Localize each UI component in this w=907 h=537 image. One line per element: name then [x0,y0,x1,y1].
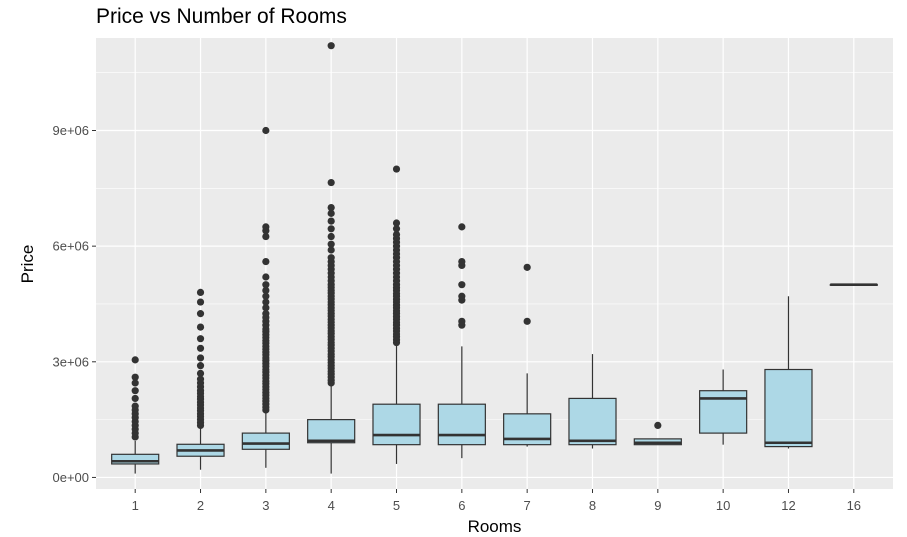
outlier-point [262,273,270,281]
outlier-point [262,281,270,289]
x-tick-label: 8 [589,498,596,513]
outlier-point [327,42,335,50]
outlier-point [196,369,205,377]
outlier-point [327,204,335,212]
x-tick-label: 9 [654,498,661,513]
box-1 [111,440,160,474]
y-tick-label: 3e+06 [52,354,89,369]
box-3 [241,411,290,468]
outlier-point [196,354,205,362]
outlier-point [262,257,270,266]
outlier-point [131,373,139,381]
box-10 [699,369,748,445]
box-iqr [764,368,813,448]
box-7 [503,373,552,447]
plot-panel [96,38,893,489]
outlier-point [131,394,139,403]
y-tick-label: 9e+06 [52,123,89,138]
x-tick-label: 3 [262,498,269,513]
outlier-point [262,310,270,318]
box-5 [372,344,421,464]
outlier-point [327,217,335,225]
box-iqr [437,403,486,446]
outlier-point [392,165,401,173]
y-tick-label: 6e+06 [52,239,89,254]
outlier-point [131,356,139,364]
box-12 [764,296,813,449]
x-tick-label: 5 [393,498,400,513]
box-6 [437,346,486,459]
x-tick-label: 7 [524,498,531,513]
outlier-point [196,375,205,383]
outlier-point [262,223,270,231]
outlier-point [196,362,205,370]
box-iqr [111,453,160,465]
x-tick-label: 2 [197,498,204,513]
box-16 [829,283,878,287]
x-tick-label: 10 [716,498,730,513]
outlier-point [327,232,335,241]
box-iqr [699,390,748,434]
outlier-point [196,298,205,306]
outlier-point [262,232,270,241]
outlier-point [458,257,466,266]
box-4 [307,384,356,474]
x-tick-label: 6 [458,498,465,513]
outlier-point [131,379,139,387]
outlier-point [262,286,270,295]
outlier-point [523,263,531,271]
box-8 [568,354,617,449]
x-tick-label: 16 [847,498,861,513]
x-axis-title: Rooms [468,517,522,536]
outlier-point [196,323,205,331]
outliers [131,42,662,441]
outlier-point [392,225,401,233]
outlier-point [392,230,401,239]
boxes [111,283,878,474]
outlier-point [327,209,335,217]
outlier-point [196,310,205,318]
outlier-point [327,225,335,233]
outlier-point [131,402,139,410]
outlier-point [196,288,205,297]
outlier-point [458,281,466,289]
outlier-point [196,344,205,352]
outlier-point [131,387,139,395]
outlier-point [458,223,466,231]
x-tick-label: 1 [132,498,139,513]
outlier-point [654,421,662,429]
outlier-point [327,240,335,248]
box-2 [176,427,225,470]
x-tick-label: 12 [781,498,795,513]
outlier-point [327,178,335,187]
outlier-point [196,335,205,343]
outlier-point [458,317,466,325]
outlier-point [262,298,270,306]
y-tick-label: 0e+00 [52,470,89,485]
box-iqr [241,432,290,450]
outlier-point [392,219,401,227]
outlier-point [327,254,335,262]
outlier-point [523,317,531,325]
box-iqr [307,419,356,444]
box-9 [633,438,682,446]
outlier-point [262,304,270,312]
chart-title: Price vs Number of Rooms [96,5,347,28]
outlier-point [262,292,270,300]
outlier-point [262,126,270,135]
box-iqr [372,403,421,446]
outlier-point [458,292,466,300]
outlier-point [327,246,335,254]
box-iqr [568,397,617,446]
y-axis-title: Price [18,245,37,284]
x-tick-label: 4 [328,498,335,513]
